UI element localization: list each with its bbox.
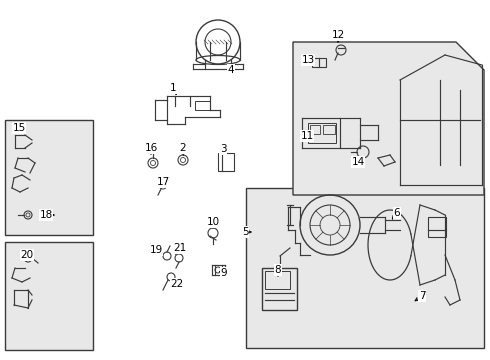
Text: 8: 8 bbox=[275, 265, 281, 275]
Bar bbox=[5, 120, 93, 235]
Text: 12: 12 bbox=[331, 30, 344, 40]
Bar bbox=[262, 268, 297, 310]
Text: 15: 15 bbox=[12, 123, 25, 133]
Text: 3: 3 bbox=[220, 144, 226, 154]
Text: 6: 6 bbox=[393, 208, 400, 218]
Text: 9: 9 bbox=[220, 268, 227, 278]
Text: 10: 10 bbox=[206, 217, 220, 227]
Polygon shape bbox=[293, 42, 484, 195]
Text: 14: 14 bbox=[351, 157, 365, 167]
Bar bbox=[310, 125, 320, 134]
Bar bbox=[308, 123, 336, 143]
Text: 19: 19 bbox=[149, 245, 163, 255]
Bar bbox=[312, 58, 326, 67]
Text: 22: 22 bbox=[171, 279, 184, 289]
Bar bbox=[246, 188, 484, 348]
Text: 20: 20 bbox=[21, 250, 33, 260]
Bar bbox=[428, 217, 446, 237]
Bar bbox=[5, 242, 93, 350]
Text: 13: 13 bbox=[301, 55, 315, 65]
Bar bbox=[265, 271, 290, 289]
Bar bbox=[323, 125, 335, 134]
Text: 1: 1 bbox=[170, 83, 176, 93]
Text: 5: 5 bbox=[242, 227, 248, 237]
Text: 11: 11 bbox=[300, 131, 314, 141]
Text: 21: 21 bbox=[173, 243, 187, 253]
Bar bbox=[195, 101, 210, 110]
Text: 17: 17 bbox=[156, 177, 170, 187]
Bar bbox=[218, 153, 234, 171]
Text: 18: 18 bbox=[39, 210, 52, 220]
Text: 2: 2 bbox=[180, 143, 186, 153]
Text: 16: 16 bbox=[145, 143, 158, 153]
Text: 4: 4 bbox=[228, 65, 234, 75]
Text: 7: 7 bbox=[418, 291, 425, 301]
